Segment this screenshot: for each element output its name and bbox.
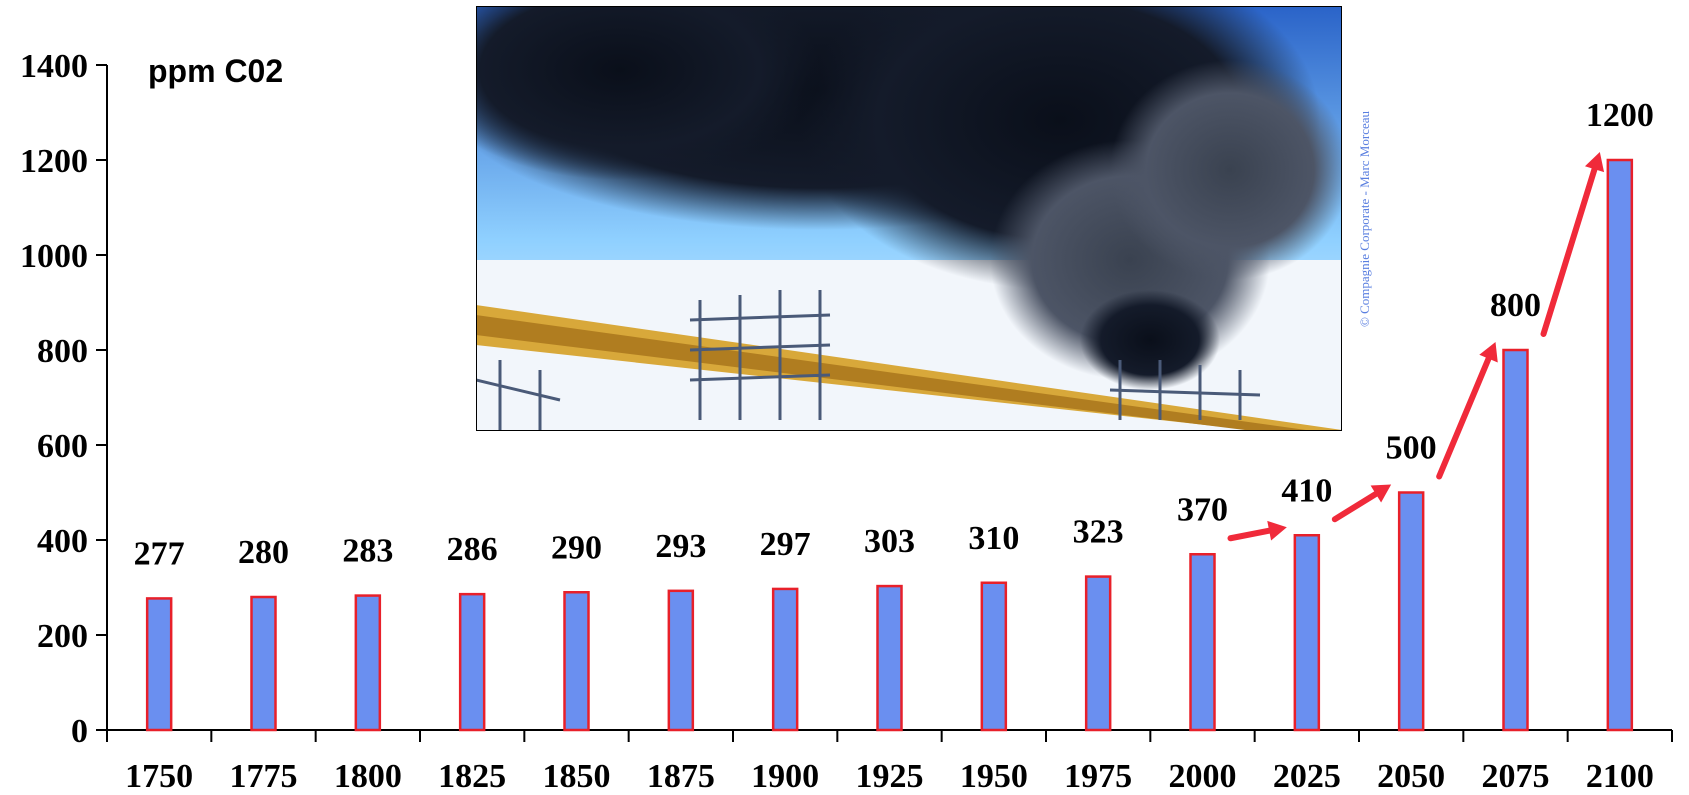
x-tick-label: 1750: [125, 758, 193, 795]
bar: [458, 592, 486, 732]
arrow-head: [1584, 152, 1605, 173]
x-tick-label: 1800: [334, 758, 402, 795]
x-tick-label: 2050: [1377, 758, 1445, 795]
data-label: 370: [1177, 491, 1228, 528]
data-label: 277: [134, 535, 185, 572]
arrow-head: [1267, 520, 1287, 541]
x-tick-label: 2025: [1273, 758, 1341, 795]
y-tick-label: 400: [37, 523, 88, 560]
x-ticks: 1750 1775 1800 1825 1850 1875 1900 1925 1950 1975…: [106, 730, 1673, 795]
bar: [145, 597, 173, 732]
data-label: 303: [864, 523, 915, 560]
y-tick-label: 600: [37, 428, 88, 465]
x-tick-label: 1925: [856, 758, 924, 795]
y-tick-label: 800: [37, 333, 88, 370]
data-label: 1200: [1586, 97, 1654, 134]
arrow-shaft: [1331, 490, 1379, 523]
arrow-shaft: [1436, 355, 1492, 480]
smoke-plume-photo: [476, 6, 1342, 431]
data-label: 293: [655, 528, 706, 565]
x-tick-label: 1825: [438, 758, 506, 795]
arrow-shaft: [1540, 166, 1598, 337]
bar: [1502, 348, 1529, 732]
x-tick-label: 1975: [1064, 758, 1132, 795]
data-label: 800: [1490, 287, 1541, 324]
y-tick-label: 200: [37, 618, 88, 655]
data-label: 323: [1073, 514, 1124, 551]
x-tick-label: 1950: [960, 758, 1028, 795]
x-tick-label: 1900: [751, 758, 819, 795]
data-label: 310: [968, 520, 1019, 557]
bar: [771, 587, 799, 732]
bar: [1084, 575, 1112, 732]
x-tick-label: 2075: [1482, 758, 1550, 795]
y-ticks: 0 200 400 600 800 1000 1200 1400: [20, 48, 107, 750]
x-tick-label: 1850: [543, 758, 611, 795]
bar: [1293, 534, 1321, 732]
arrow-shaft: [1227, 527, 1273, 542]
bar: [354, 594, 382, 732]
data-label: 410: [1281, 472, 1332, 509]
x-tick-label: 2100: [1586, 758, 1654, 795]
y-tick-label: 1200: [20, 143, 88, 180]
data-label: 286: [447, 531, 498, 568]
x-tick-label: 1775: [230, 758, 298, 795]
trend-arrow: [1227, 520, 1287, 542]
trend-arrow: [1540, 152, 1605, 337]
y-tick-label: 1000: [20, 238, 88, 275]
bar: [1189, 553, 1216, 732]
data-label: 500: [1386, 430, 1437, 467]
bar: [563, 591, 590, 732]
y-unit-label: ppm C02: [148, 53, 283, 89]
photo-credit: © Compagnie Corporate - Marc Morceau: [1357, 111, 1372, 327]
bar: [1397, 491, 1425, 732]
trend-arrow: [1331, 484, 1392, 523]
data-label: 283: [342, 533, 393, 570]
x-tick-label: 2000: [1169, 758, 1237, 795]
arrow-head: [1370, 484, 1392, 503]
data-label: 297: [760, 526, 811, 563]
bar-series: [145, 158, 1634, 732]
bar: [667, 589, 695, 732]
data-labels: 277 280 283 286 290 293 297 303 310 323 370 410 500 8…: [134, 97, 1654, 572]
trend-arrow: [1436, 342, 1498, 480]
y-tick-label: 1400: [20, 48, 88, 85]
x-tick-label: 1875: [647, 758, 715, 795]
data-label: 290: [551, 529, 602, 566]
bar: [250, 595, 277, 732]
arrow-head: [1479, 342, 1498, 363]
bar: [876, 584, 903, 732]
trend-arrows: [1227, 152, 1605, 542]
bar: [980, 581, 1008, 732]
y-tick-label: 0: [71, 713, 88, 750]
bar: [1606, 158, 1634, 732]
data-label: 280: [238, 534, 289, 571]
